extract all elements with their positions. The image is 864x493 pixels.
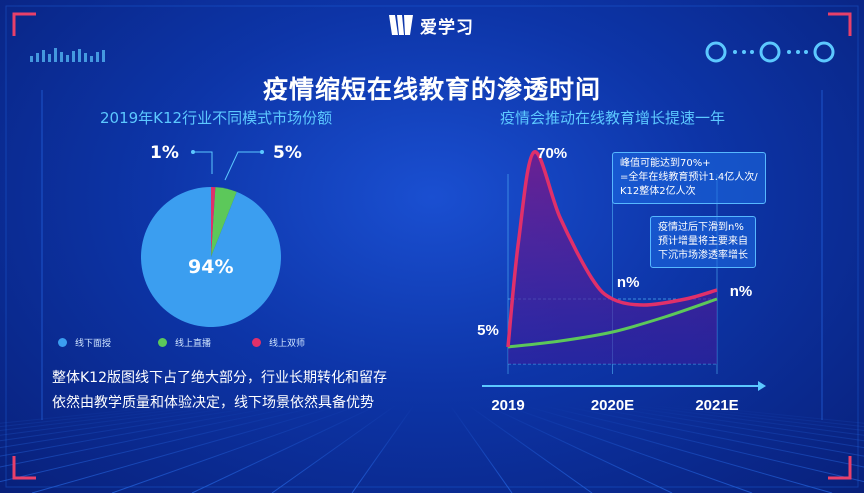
callout-after-line-2: 预计增量将主要来自 <box>658 236 748 247</box>
legend-swatch-live <box>158 338 167 347</box>
summary-line-2: 依然由教学质量和体验决定，线下场景依然具备优势 <box>52 395 374 411</box>
pie-chart-title: 2019年K12行业不同模式市场份额 <box>100 109 333 127</box>
pie-label-live: 5% <box>273 143 302 163</box>
pie-label-offline: 94% <box>188 256 234 278</box>
pie-slice-94pct <box>141 187 281 327</box>
label-green-end: n% <box>730 283 753 300</box>
legend-label-offline: 线下面授 <box>75 339 112 349</box>
page-title: 疫情缩短在线教育的渗透时间 <box>262 75 601 104</box>
brand-name: 爱学习 <box>420 17 474 38</box>
legend-item-dual: 线上双师 <box>252 336 305 349</box>
brand-logo-icon <box>389 15 413 35</box>
label-green-start: 5% <box>477 322 499 339</box>
pie-label-dual: 1% <box>150 143 179 163</box>
legend-item-offline: 线下面授 <box>58 336 111 349</box>
pie-slice-5pct <box>211 187 237 257</box>
summary-line-1: 整体K12版图线下占了绝大部分，行业长期转化和留存 <box>52 370 387 386</box>
brand-logo: 爱学习 <box>388 10 474 40</box>
legend-label-dual: 线上双师 <box>269 339 306 349</box>
callout-after-line-3: 下沉市场渗透率增长 <box>658 250 748 261</box>
line-chart: 2019 2020E 2021E 70% n% 5% n% <box>477 145 766 414</box>
line-area-fill <box>508 151 717 364</box>
legend-swatch-dual <box>252 338 261 347</box>
legend-item-live: 线上直播 <box>158 336 211 349</box>
callout-after: 疫情过后下滑到n% 预计增量将主要来自 下沉市场渗透率增长 <box>650 216 756 268</box>
x-tick-label-2021E: 2021E <box>695 397 738 414</box>
summary-text: 整体K12版图线下占了绝大部分，行业长期转化和留存 依然由教学质量和体验决定，线… <box>52 366 387 416</box>
pie-chart <box>141 150 281 327</box>
callout-peak-line-3: K12整体2亿人次 <box>620 186 696 197</box>
label-red-peak: 70% <box>537 145 567 162</box>
x-tick-label-2020E: 2020E <box>591 397 634 414</box>
x-axis-arrow <box>758 381 766 391</box>
x-tick-label-2019: 2019 <box>491 397 524 414</box>
label-red-end: n% <box>617 274 640 291</box>
series-line-red <box>506 150 718 348</box>
callout-peak-line-2: =全年在线教育预计1.4亿人次/ <box>620 172 758 183</box>
legend-label-live: 线上直播 <box>175 339 212 349</box>
callout-peak-line-1: 峰值可能达到70%+ <box>620 158 711 169</box>
pie-slice-1pct <box>211 187 216 257</box>
legend-swatch-offline <box>58 338 67 347</box>
callout-peak: 峰值可能达到70%+ =全年在线教育预计1.4亿人次/ K12整体2亿人次 <box>612 152 766 204</box>
callout-after-line-1: 疫情过后下滑到n% <box>658 222 744 233</box>
line-chart-title: 疫情会推动在线教育增长提速一年 <box>500 109 726 127</box>
series-line-green <box>507 297 718 349</box>
